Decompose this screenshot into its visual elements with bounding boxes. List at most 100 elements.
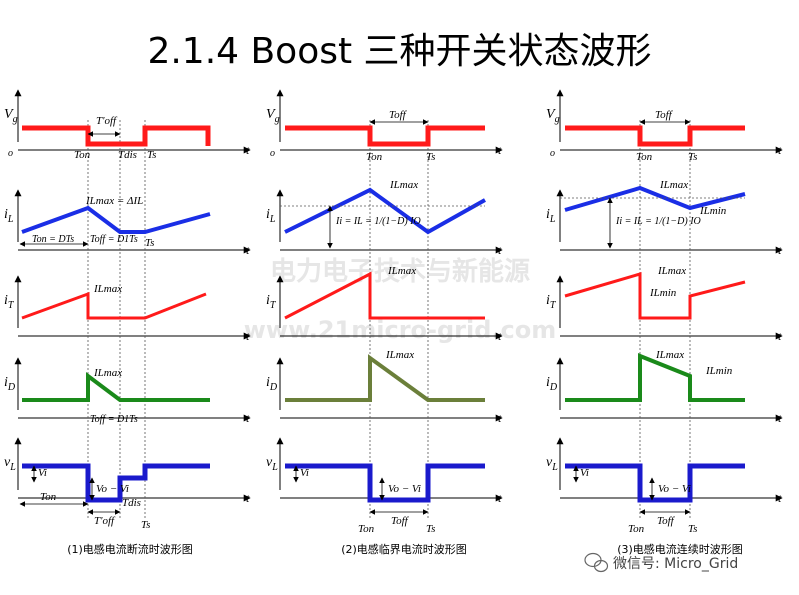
t-axis-label: t [778,143,782,157]
wechat-icon [584,552,609,573]
row-label-it: iT [546,293,557,311]
label-il-eq: Ii = IL = 1/(1−D) IO [615,216,701,227]
label-ton: Ton [74,149,91,161]
label-ilmax-delta: ILmax = ΔIL [85,195,143,207]
row-label-sub: g [275,114,280,125]
row-label-sub: g [555,114,560,125]
row-label-il: iL [4,207,14,225]
t-axis-label: t [246,143,250,157]
t-axis-label: t [778,329,782,343]
row-label-sub: T [550,300,557,311]
panel-caption: (1)电感电流断流时波形图 [67,542,193,556]
row-label-id: iD [546,375,558,393]
label-vi: Vi [580,467,589,479]
label-ilmax-d: ILmax [385,349,414,361]
t-axis-label: t [778,243,782,257]
row-label-il: iL [546,207,556,225]
row-label-sub: D [269,382,278,393]
label-tdis: Tdis [118,149,137,161]
label-il-eq: Ii = IL = 1/(1−D) IO [335,216,421,227]
label-ilmax-d: ILmax [93,367,122,379]
panel-2: t Vg t iL t iT t iD t vL o Toff Ton Ts ILmax Ii = IL = … [266,89,503,556]
row-label-sub: L [9,462,16,473]
label-toff-eq: Toff = D1Ts [90,234,138,245]
label-ts-vl: Ts [141,519,150,531]
row-label-id: iD [266,375,278,393]
panel-caption: (2)电感临界电流时波形图 [341,542,467,556]
label-ilmax-t: ILmax [657,265,686,277]
label-ton-vl: Ton [628,523,645,535]
vg-waveform [22,125,211,147]
row-label-il: iL [266,207,276,225]
label-ilmin-t: ILmin [649,287,677,299]
label-toff-prime: T'off [96,115,118,127]
slide-title: 2.1.4 Boost 三种开关状态波形 [147,31,652,72]
label-ton: Ton [636,151,653,163]
t-axis-label: t [778,491,782,505]
label-ts: Ts [147,149,156,161]
il-waveform [21,205,211,234]
label-ts: Ts [688,151,697,163]
row-label-vl: vL [546,455,558,473]
row-label-sub: L [551,462,558,473]
vl-waveform [22,463,210,503]
label-ton-vl: Ton [358,523,375,535]
it-waveform [21,291,207,320]
row-label-sub: L [271,462,278,473]
label-toff: Toff [655,109,674,121]
t-axis-label: t [498,491,502,505]
row-label-sub: D [549,382,558,393]
row-label-sub: L [269,214,276,225]
row-label-it: iT [4,293,15,311]
row-label-it: iT [266,293,277,311]
label-tdis-vl: Tdis [122,497,141,509]
t-axis-label: t [498,143,502,157]
t-axis-label: t [246,243,250,257]
origin-label: o [8,148,13,159]
vg-waveform [565,125,745,147]
label-ilmin: ILmin [699,205,727,217]
origin-label: o [550,148,555,159]
t-axis-label: t [498,329,502,343]
t-axis-label: t [778,411,782,425]
vl-waveform [565,463,745,503]
label-ton: Ton [366,151,383,163]
label-ilmax: ILmax [659,179,688,191]
id-waveform [22,372,210,402]
it-waveform [284,271,485,320]
t-axis-label: t [498,243,502,257]
label-ton-eq: Ton = DTs [32,234,74,245]
label-toff-vl: Toff [657,515,676,527]
label-ilmin-d: ILmin [705,365,733,377]
label-vo-vi: Vo − Vi [658,483,691,495]
row-label-id: iD [4,375,16,393]
id-waveform [285,354,485,402]
label-toff: Toff [389,109,408,121]
label-toff-prime-vl: T'off [94,515,116,527]
row-label-sub: L [549,214,556,225]
watermark: 电力电子技术与新能源 www.21micro-grid.com [244,256,557,344]
row-label-vg: Vg [266,107,280,125]
t-axis-label: t [498,411,502,425]
label-ts-il: Ts [145,237,154,249]
row-label-vl: vL [266,455,278,473]
label-ilmax: ILmax [389,179,418,191]
wechat-badge: 微信号: Micro_Grid [584,552,738,573]
t-axis-label: t [246,491,250,505]
id-waveform [565,353,745,402]
label-ton-vl: Ton [40,491,57,503]
label-vi: Vi [38,467,47,479]
row-label-sub: T [270,300,277,311]
row-label-vg: Vg [546,107,560,125]
t-axis-label: t [246,411,250,425]
label-ilmax-d: ILmax [655,349,684,361]
vg-waveform [285,125,485,147]
wechat-label: 微信号: Micro_Grid [613,556,738,572]
label-ilmax-t: ILmax [387,265,416,277]
panel-caption: (3)电感电流连续时波形图 [617,542,743,556]
label-vo-vi: Vo − Vi [96,483,129,495]
label-toff-d: Toff = D1Ts [90,414,138,425]
